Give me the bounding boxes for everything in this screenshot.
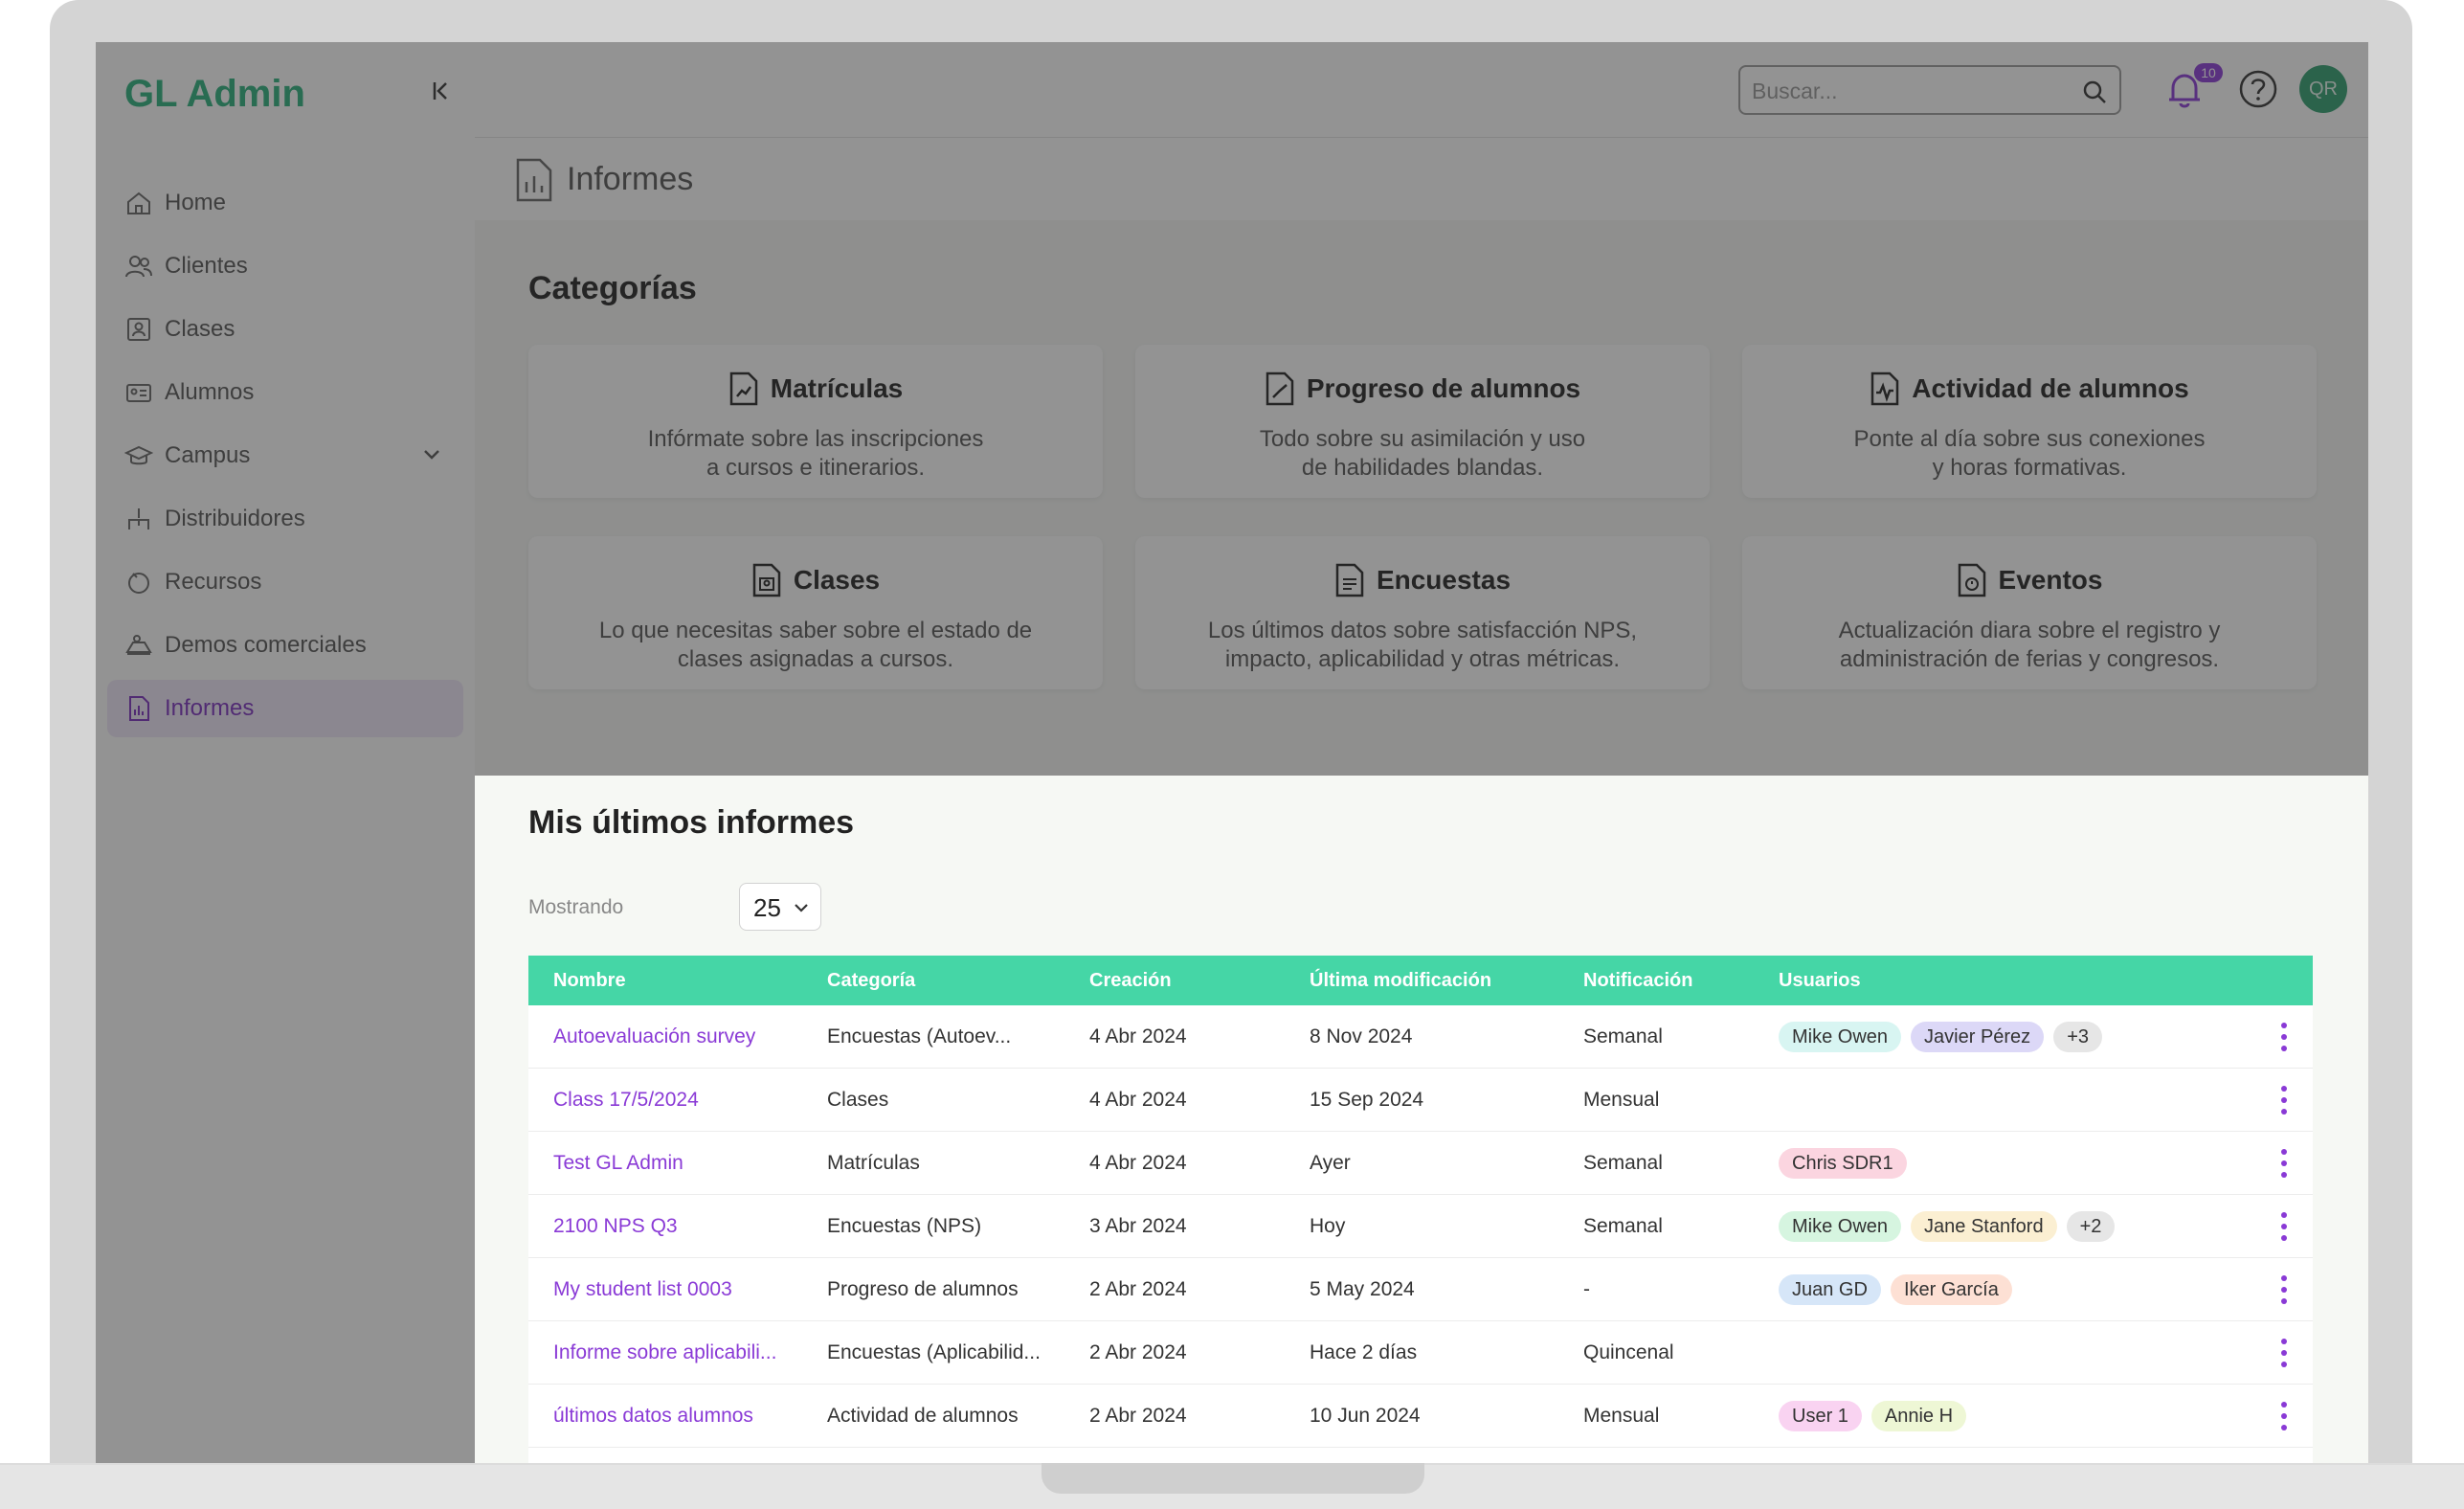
user-chip[interactable]: Jane Stanford [1911, 1210, 2057, 1242]
notification-cell: Quincenal [1583, 1340, 1674, 1363]
users-cell: Chris SDR1 [1779, 1147, 2257, 1179]
created-cell: 2 Abr 2024 [1089, 1277, 1187, 1300]
category-cell: Encuestas (Autoev... [827, 1025, 1012, 1047]
modified-cell: Hace 2 días [1310, 1340, 1418, 1363]
modified-cell: 15 Sep 2024 [1310, 1088, 1424, 1111]
notification-cell: Mensual [1583, 1088, 1660, 1111]
report-name-link[interactable]: Class 17/5/2024 [553, 1088, 699, 1111]
user-chip[interactable]: Juan GD [1779, 1273, 1881, 1305]
more-options-icon[interactable] [2280, 1212, 2288, 1241]
user-chip[interactable]: Annie H [1870, 1400, 1967, 1431]
modified-cell: Ayer [1310, 1151, 1351, 1174]
column-header-usuarios[interactable]: Usuarios [1779, 969, 1861, 991]
user-chip[interactable]: Mike Owen [1779, 1210, 1902, 1242]
sidebar-overlay [96, 776, 475, 1463]
page-size-value: 25 [753, 893, 781, 922]
column-header-creacion[interactable]: Creación [1089, 969, 1172, 991]
report-name-cell: My student list 0003 [528, 1278, 827, 1301]
created-cell: 3 Abr 2024 [1089, 1214, 1187, 1237]
users-cell: Mike Owen Jane Stanford +2 [1779, 1210, 2257, 1242]
users-cell: Mike Owen Javier Pérez +3 [1779, 1021, 2257, 1052]
user-chip[interactable]: +2 [2066, 1210, 2116, 1242]
column-header-ultima-modificacion[interactable]: Última modificación [1310, 969, 1492, 991]
report-name-cell: Class 17/5/2024 [528, 1089, 827, 1112]
report-name-link[interactable]: últimos datos alumnos [553, 1404, 753, 1427]
laptop-notch [1042, 1463, 1424, 1494]
report-name-link[interactable]: Autoevaluación survey [553, 1025, 756, 1047]
table-row[interactable]: Class 17/5/2024 Clases 4 Abr 2024 15 Sep 20… [528, 1069, 2313, 1132]
user-chip[interactable]: Javier Pérez [1911, 1021, 2045, 1052]
report-name-cell: Informe sobre aplicabili... [528, 1341, 827, 1364]
created-cell: 4 Abr 2024 [1089, 1151, 1187, 1174]
more-options-icon[interactable] [2280, 1023, 2288, 1051]
table-row[interactable]: Test GL Admin Matrículas 4 Abr 2024 Ayer Sem… [528, 1132, 2313, 1195]
modal-overlay [96, 42, 2368, 776]
page-size-select[interactable]: 25 [739, 883, 821, 931]
column-header-notificacion[interactable]: Notificación [1583, 969, 1693, 991]
reports-section: Mis últimos informes Mostrando 25 Nombre… [475, 776, 2368, 1463]
category-cell: Matrículas [827, 1151, 920, 1174]
reports-table: Nombre Categoría Creación Última modific… [528, 956, 2313, 1463]
table-row[interactable]: My student list 0003 Progreso de alumnos 2… [528, 1258, 2313, 1321]
modified-cell: 10 Jun 2024 [1310, 1404, 1421, 1427]
notification-cell: Mensual [1583, 1404, 1660, 1427]
report-name-cell: 2100 NPS Q3 [528, 1215, 827, 1238]
report-name-link[interactable]: Informe sobre aplicabili... [553, 1340, 777, 1363]
report-name-cell: Autoevaluación survey [528, 1025, 827, 1048]
created-cell: 4 Abr 2024 [1089, 1088, 1187, 1111]
category-cell: Clases [827, 1088, 889, 1111]
column-header-nombre[interactable]: Nombre [553, 969, 626, 991]
screen: GL Admin Home Clientes Clases Alumnos [96, 42, 2368, 1463]
category-cell: Encuestas (Aplicabilid... [827, 1340, 1041, 1363]
more-options-icon[interactable] [2280, 1149, 2288, 1178]
table-row[interactable]: Autoevaluación survey Encuestas (Autoev..… [528, 1005, 2313, 1069]
report-name-link[interactable]: 2100 NPS Q3 [553, 1214, 678, 1237]
notification-cell: - [1583, 1277, 1590, 1300]
more-options-icon[interactable] [2280, 1339, 2288, 1367]
notification-cell: Semanal [1583, 1214, 1663, 1237]
user-chip[interactable]: +3 [2053, 1021, 2102, 1052]
category-cell: Progreso de alumnos [827, 1277, 1019, 1300]
chevron-down-icon [795, 904, 808, 912]
created-cell: 4 Abr 2024 [1089, 1025, 1187, 1047]
users-cell: Juan GD Iker García [1779, 1273, 2257, 1305]
report-name-cell: Test GL Admin [528, 1152, 827, 1175]
modified-cell: Hoy [1310, 1214, 1346, 1237]
modified-cell: 8 Nov 2024 [1310, 1025, 1413, 1047]
more-options-icon[interactable] [2280, 1275, 2288, 1304]
modified-cell: 5 May 2024 [1310, 1277, 1415, 1300]
user-chip[interactable]: Mike Owen [1779, 1021, 1902, 1052]
more-options-icon[interactable] [2280, 1402, 2288, 1430]
report-name-link[interactable]: Test GL Admin [553, 1151, 683, 1174]
notification-cell: Semanal [1583, 1025, 1663, 1047]
reports-title: Mis últimos informes [528, 804, 855, 841]
table-header: Nombre Categoría Creación Última modific… [528, 956, 2313, 1005]
user-chip[interactable]: User 1 [1779, 1400, 1862, 1431]
users-cell: User 1 Annie H [1779, 1400, 2257, 1431]
notification-cell: Semanal [1583, 1151, 1663, 1174]
more-options-icon[interactable] [2280, 1086, 2288, 1115]
showing-label: Mostrando [528, 896, 624, 918]
table-row[interactable]: Informe sobre aplicabili... Encuestas (Ap… [528, 1321, 2313, 1385]
column-header-categoria[interactable]: Categoría [827, 969, 916, 991]
table-row[interactable]: últimos datos alumnos Actividad de alumno… [528, 1385, 2313, 1448]
table-body: Autoevaluación survey Encuestas (Autoev..… [528, 1005, 2313, 1463]
category-cell: Actividad de alumnos [827, 1404, 1019, 1427]
user-chip[interactable]: Iker García [1890, 1273, 2012, 1305]
report-name-link[interactable]: My student list 0003 [553, 1277, 732, 1300]
category-cell: Encuestas (NPS) [827, 1214, 982, 1237]
report-name-cell: últimos datos alumnos [528, 1405, 827, 1428]
created-cell: 2 Abr 2024 [1089, 1340, 1187, 1363]
table-row[interactable]: 2100 NPS Q3 Encuestas (NPS) 3 Abr 2024 Hoy S… [528, 1195, 2313, 1258]
user-chip[interactable]: Chris SDR1 [1779, 1147, 1907, 1179]
created-cell: 2 Abr 2024 [1089, 1404, 1187, 1427]
